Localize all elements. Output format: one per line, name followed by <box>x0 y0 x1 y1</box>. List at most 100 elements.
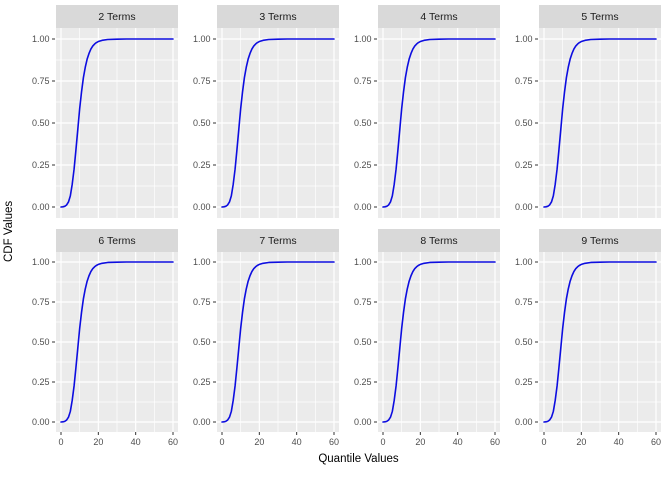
y-axis: 0.00 0.25 0.50 0.75 1.00 <box>515 34 538 212</box>
cdf-curve <box>60 261 174 423</box>
y-tick-label: 0.25 <box>32 377 50 387</box>
y-axis: 0.00 0.25 0.50 0.75 1.00 <box>354 34 377 212</box>
y-tick-label: 0.50 <box>354 118 372 128</box>
y-tick-label: 0.50 <box>32 118 50 128</box>
y-tick-label: 0.00 <box>354 417 372 427</box>
cdf-curve <box>543 261 657 423</box>
y-tick-label: 0.25 <box>354 160 372 170</box>
y-tick-label: 0.75 <box>193 297 211 307</box>
y-tick-label: 0.00 <box>193 417 211 427</box>
x-tick-label: 20 <box>415 437 425 447</box>
x-tick-label: 0 <box>58 437 63 447</box>
y-tick-label: 1.00 <box>354 257 372 267</box>
y-tick-label: 0.75 <box>32 297 50 307</box>
y-tick-label: 0.50 <box>32 337 50 347</box>
plot-panel <box>539 252 661 432</box>
x-tick-label: 60 <box>651 437 661 447</box>
y-tick-label: 1.00 <box>515 257 533 267</box>
y-tick-label: 0.75 <box>515 297 533 307</box>
cdf-curve <box>382 261 496 423</box>
plot-panel <box>56 252 178 432</box>
x-tick-label: 20 <box>93 437 103 447</box>
y-axis: 0.00 0.25 0.50 0.75 1.00 <box>515 257 538 427</box>
y-tick-label: 1.00 <box>32 34 50 44</box>
facet-strip-label: 6 Terms <box>56 229 178 252</box>
x-tick-label: 40 <box>453 437 463 447</box>
facet-3-terms: 3 Terms 0.00 0.25 0.50 0.75 1.00 <box>187 5 339 218</box>
x-tick-label: 40 <box>614 437 624 447</box>
y-tick-label: 1.00 <box>193 34 211 44</box>
facet-strip-label: 9 Terms <box>539 229 661 252</box>
facet-2-terms: 2 Terms 0.00 0.25 0.50 0.75 1.00 <box>26 5 178 218</box>
y-tick-label: 0.75 <box>32 76 50 86</box>
y-tick-label: 0.25 <box>515 160 533 170</box>
y-tick-label: 1.00 <box>193 257 211 267</box>
y-tick-label: 0.00 <box>515 202 533 212</box>
y-tick-label: 0.75 <box>354 76 372 86</box>
x-axis-spacer <box>187 432 217 450</box>
facet-7-terms: 7 Terms 0.00 0.25 0.50 0.75 1.00 0 20 40 60 <box>187 229 339 450</box>
x-tick-label: 20 <box>254 437 264 447</box>
y-tick-label: 0.75 <box>515 76 533 86</box>
facet-strip-label: 7 Terms <box>217 229 339 252</box>
y-axis-title: CDF Values <box>3 200 15 262</box>
y-tick-label: 0.25 <box>193 377 211 387</box>
facet-9-terms: 9 Terms 0.00 0.25 0.50 0.75 1.00 0 20 40 60 <box>509 229 661 450</box>
y-axis: 0.00 0.25 0.50 0.75 1.00 <box>354 257 377 427</box>
y-tick-label: 0.00 <box>193 202 211 212</box>
x-axis-spacer <box>348 432 378 450</box>
y-tick-label: 0.25 <box>32 160 50 170</box>
x-tick-label: 0 <box>219 437 224 447</box>
y-tick-label: 0.50 <box>354 337 372 347</box>
facet-row-bottom: 6 Terms 0.00 0.25 0.50 0.75 1.00 0 20 40 60 7 Term… <box>26 229 661 450</box>
x-axis: 0 20 40 60 <box>219 432 339 447</box>
y-axis: 0.00 0.25 0.50 0.75 1.00 <box>193 34 216 212</box>
x-axis-title: Quantile Values <box>318 453 399 465</box>
y-tick-label: 0.75 <box>354 297 372 307</box>
y-axis: 0.00 0.25 0.50 0.75 1.00 <box>32 257 55 427</box>
cdf-curve <box>382 38 496 208</box>
y-tick-label: 0.25 <box>193 160 211 170</box>
facet-grid: 2 Terms 0.00 0.25 0.50 0.75 1.00 3 Terms 0.00 0.… <box>26 5 661 465</box>
x-tick-label: 40 <box>131 437 141 447</box>
x-tick-label: 60 <box>490 437 500 447</box>
y-tick-label: 0.25 <box>515 377 533 387</box>
facet-5-terms: 5 Terms 0.00 0.25 0.50 0.75 1.00 <box>509 5 661 218</box>
plot-panel <box>378 28 500 218</box>
x-tick-label: 60 <box>329 437 339 447</box>
y-tick-label: 0.00 <box>354 202 372 212</box>
x-axis: 0 20 40 60 <box>541 432 661 447</box>
facet-strip-label: 5 Terms <box>539 5 661 28</box>
x-axis-spacer <box>26 432 56 450</box>
x-axis: 0 20 40 60 <box>58 432 178 447</box>
y-tick-label: 0.50 <box>193 337 211 347</box>
x-tick-label: 0 <box>541 437 546 447</box>
x-tick-label: 0 <box>380 437 385 447</box>
facet-strip-label: 4 Terms <box>378 5 500 28</box>
facet-strip-label: 8 Terms <box>378 229 500 252</box>
x-axis: 0 20 40 60 <box>380 432 500 447</box>
y-axis: 0.00 0.25 0.50 0.75 1.00 <box>32 34 55 212</box>
y-tick-label: 0.00 <box>515 417 533 427</box>
y-tick-label: 1.00 <box>515 34 533 44</box>
plot-panel <box>539 28 661 218</box>
facet-strip-label: 2 Terms <box>56 5 178 28</box>
y-tick-label: 0.50 <box>515 337 533 347</box>
cdf-curve <box>60 38 174 208</box>
plot-panel <box>378 252 500 432</box>
facet-8-terms: 8 Terms 0.00 0.25 0.50 0.75 1.00 0 20 40 60 <box>348 229 500 450</box>
facet-row-top: 2 Terms 0.00 0.25 0.50 0.75 1.00 3 Terms 0.00 0.… <box>26 5 661 218</box>
y-tick-label: 1.00 <box>354 34 372 44</box>
y-tick-label: 0.25 <box>354 377 372 387</box>
y-tick-label: 1.00 <box>32 257 50 267</box>
plot-panel <box>217 28 339 218</box>
y-tick-label: 0.00 <box>32 202 50 212</box>
cdf-curve <box>543 38 657 208</box>
x-tick-label: 20 <box>576 437 586 447</box>
plot-panel <box>217 252 339 432</box>
y-tick-label: 0.50 <box>515 118 533 128</box>
facet-6-terms: 6 Terms 0.00 0.25 0.50 0.75 1.00 0 20 40 60 <box>26 229 178 450</box>
facet-strip-label: 3 Terms <box>217 5 339 28</box>
x-tick-label: 40 <box>292 437 302 447</box>
